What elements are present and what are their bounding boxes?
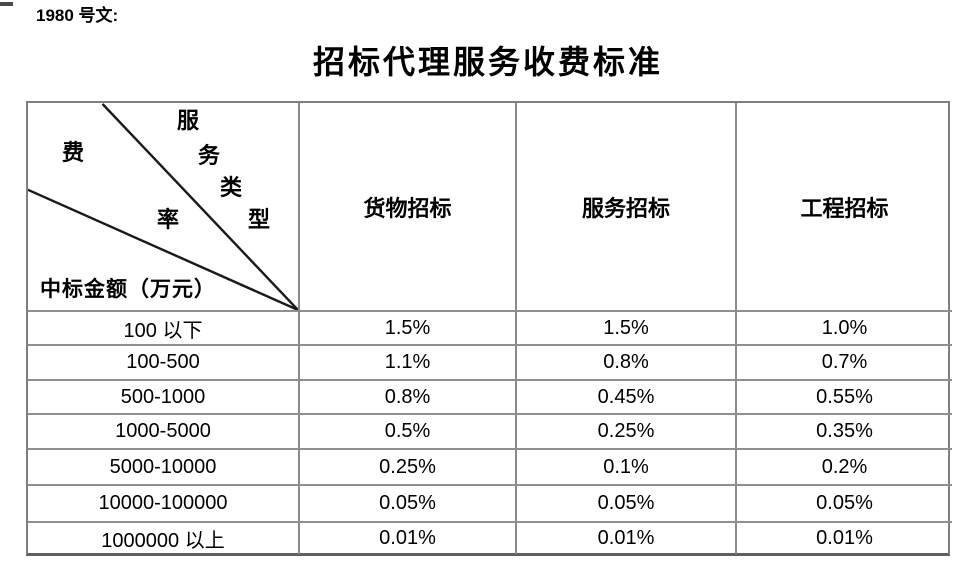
rate-cell: 0.25%: [298, 448, 515, 484]
column-header-services: 服务招标: [515, 103, 735, 310]
rate-cell: 0.05%: [515, 484, 735, 521]
rate-cell: 0.01%: [298, 521, 515, 554]
corner-char-service-2: 务: [198, 143, 221, 168]
row-label: 100 以下: [28, 310, 298, 344]
corner-char-fee-1: 费: [62, 140, 85, 165]
rate-cell: 0.8%: [298, 379, 515, 413]
corner-char-fee-2: 率: [157, 207, 180, 232]
corner-char-service-1: 服: [177, 108, 200, 133]
rate-cell: 0.05%: [298, 484, 515, 521]
rate-cell: 0.45%: [515, 379, 735, 413]
rate-cell: 0.01%: [515, 521, 735, 554]
fee-standard-table: 服 务 类 型 费 率 中标金额（万元） 货物招标 服务招标 工程招标 100 …: [26, 101, 952, 556]
rate-cell: 0.05%: [735, 484, 952, 521]
rate-cell: 1.1%: [298, 344, 515, 379]
row-label: 100-500: [28, 344, 298, 379]
row-label: 5000-10000: [28, 448, 298, 484]
rate-cell: 0.35%: [735, 413, 952, 448]
rate-cell: 0.8%: [515, 344, 735, 379]
doc-number: 1980 号文:: [36, 6, 119, 25]
rate-cell: 1.5%: [515, 310, 735, 344]
rate-cell: 1.0%: [735, 310, 952, 344]
page-title: 招标代理服务收费标准: [312, 44, 663, 80]
corner-char-service-3: 类: [220, 175, 243, 200]
corner-line-fragment: [0, 2, 13, 6]
column-header-goods: 货物招标: [298, 103, 515, 310]
rate-cell: 0.2%: [735, 448, 952, 484]
rate-cell: 0.5%: [298, 413, 515, 448]
row-label: 10000-100000: [28, 484, 298, 521]
row-axis-label: 中标金额（万元）: [40, 277, 216, 301]
rate-cell: 0.1%: [515, 448, 735, 484]
rate-cell: 0.01%: [735, 521, 952, 554]
rate-cell: 0.25%: [515, 413, 735, 448]
diagonal-split-lines-icon: [28, 103, 298, 310]
rate-cell: 1.5%: [298, 310, 515, 344]
row-label: 1000-5000: [28, 413, 298, 448]
table-corner-cell: 服 务 类 型 费 率 中标金额（万元）: [28, 103, 298, 310]
column-header-works: 工程招标: [735, 103, 952, 310]
row-label: 500-1000: [28, 379, 298, 413]
corner-char-service-4: 型: [248, 207, 271, 232]
rate-cell: 0.7%: [735, 344, 952, 379]
rate-cell: 0.55%: [735, 379, 952, 413]
row-label: 1000000 以上: [28, 521, 298, 554]
